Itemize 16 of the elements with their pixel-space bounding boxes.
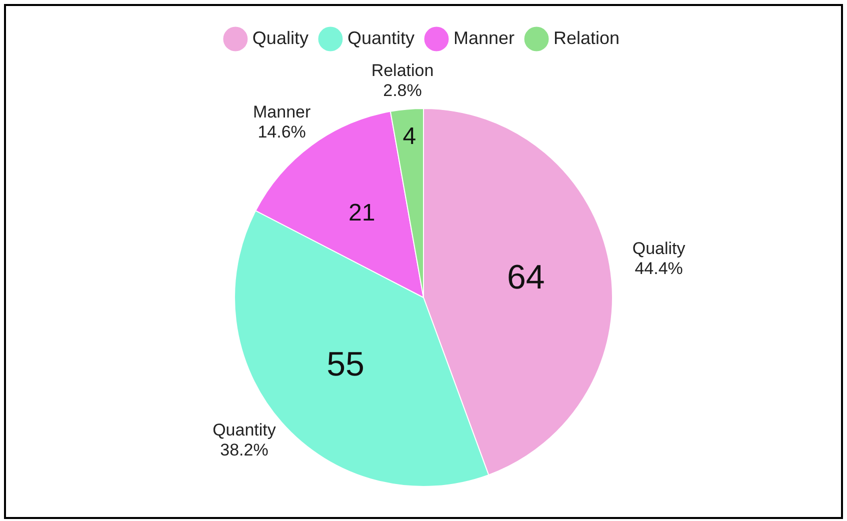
legend-label: Quality [252, 28, 308, 48]
legend-label: Quantity [347, 28, 415, 48]
data-label: 14.6% [258, 122, 306, 142]
slice-label: Quantity [212, 420, 276, 440]
text: 64 [506, 258, 545, 297]
text: 4 [402, 123, 416, 150]
text: 55 [326, 346, 364, 384]
text: 21 [348, 199, 376, 226]
data-label: 44.4% [634, 259, 683, 278]
slice-label: Manner [252, 102, 311, 122]
data-label: 38.2% [220, 440, 268, 460]
data-label: 2.8% [383, 81, 422, 100]
slice-label: Quality [632, 239, 686, 258]
legend-label: Relation [554, 28, 620, 48]
slice-label: Relation [371, 61, 434, 80]
legend-label: Manner [453, 28, 515, 48]
